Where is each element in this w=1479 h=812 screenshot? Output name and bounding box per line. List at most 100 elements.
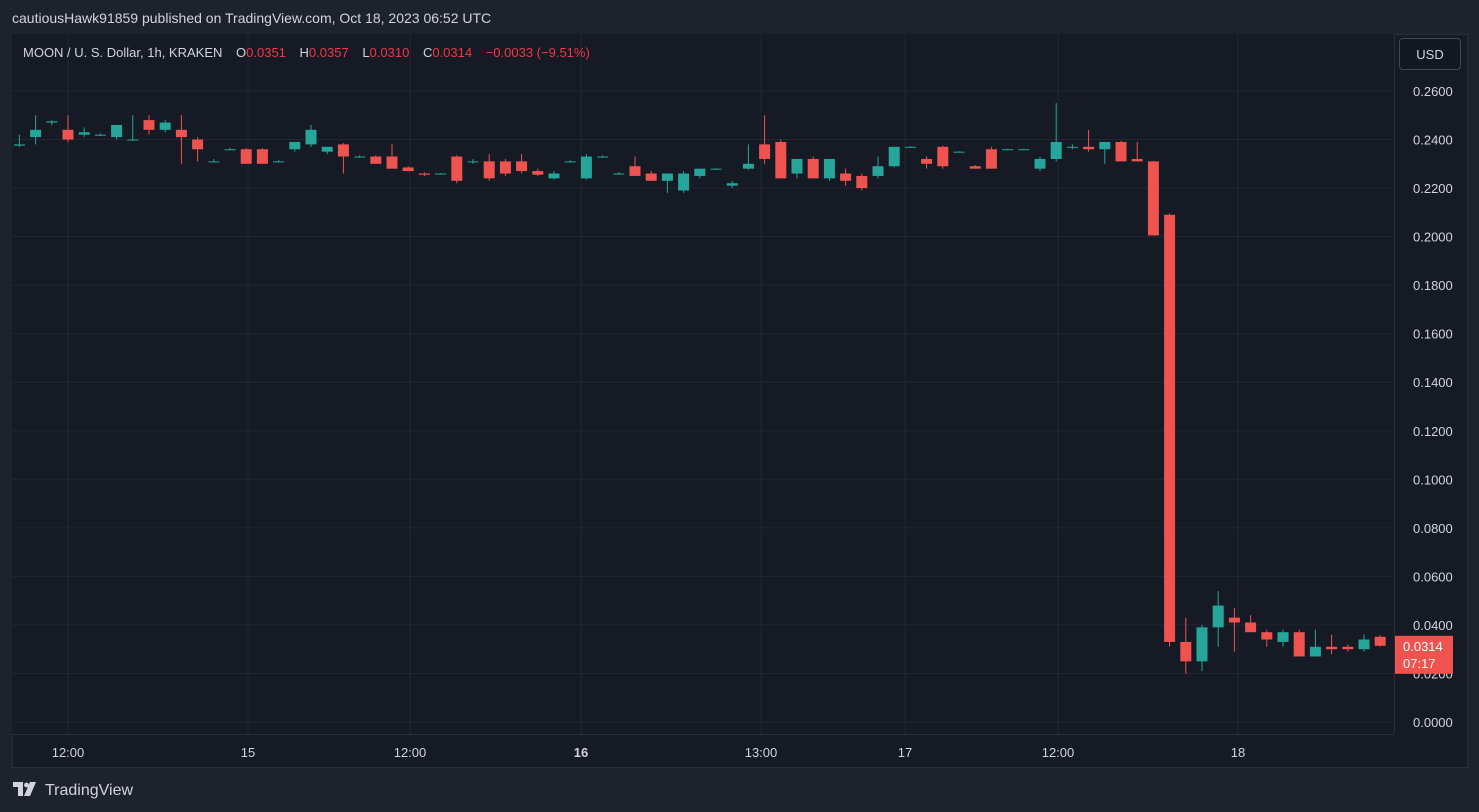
candle-down xyxy=(418,172,430,176)
price-tick-label: 0.0800 xyxy=(1413,521,1453,536)
candle-up xyxy=(548,171,560,180)
candle-body xyxy=(532,171,544,175)
candle-body xyxy=(840,173,852,181)
candle-up xyxy=(580,154,592,180)
time-axis[interactable]: 12:00 15 12:00 16 13:00 17 12:00 18 xyxy=(12,734,1394,769)
candle-body xyxy=(1277,632,1289,642)
candle-down xyxy=(483,154,495,181)
footer-brand[interactable]: TradingView xyxy=(13,780,133,802)
candle-up xyxy=(904,146,916,148)
candle-body xyxy=(240,149,252,164)
candle-body xyxy=(613,173,625,175)
candle-down xyxy=(1374,635,1386,647)
candle-up xyxy=(1277,629,1289,647)
candle-body xyxy=(289,141,301,150)
candle-body xyxy=(694,168,706,176)
candle-body xyxy=(629,166,641,176)
low-value: 0.0310 xyxy=(369,45,410,60)
candle-down xyxy=(143,115,155,135)
candle-down xyxy=(921,156,933,169)
candle-up xyxy=(661,173,673,193)
candle-down xyxy=(775,139,787,179)
candle-body xyxy=(354,156,366,158)
candle-body xyxy=(1342,646,1354,650)
candle-body xyxy=(661,173,673,181)
chart-plot-area[interactable] xyxy=(12,34,1419,734)
time-tick-label: 12:00 xyxy=(1042,745,1075,760)
candle-body xyxy=(548,173,560,179)
currency-button[interactable]: USD xyxy=(1399,38,1461,70)
last-price-marker xyxy=(1395,635,1453,674)
candle-body xyxy=(710,168,722,170)
candle-down xyxy=(451,155,463,184)
candle-body xyxy=(321,146,333,152)
price-axis[interactable]: 0.0000 0.0200 0.0400 0.0600 0.0800 0.1000 0.12… xyxy=(1394,34,1469,734)
candle-body xyxy=(1358,639,1370,650)
candle-down xyxy=(1326,634,1338,655)
change-value: −0.0033 (−9.51%) xyxy=(485,45,590,60)
time-axis-labels: 12:00 15 12:00 16 13:00 17 12:00 18 xyxy=(52,745,1246,760)
candle-body xyxy=(1050,141,1062,159)
candle-down xyxy=(985,146,997,169)
candle-body xyxy=(516,161,528,172)
candle-body xyxy=(192,139,204,150)
candle-up xyxy=(321,146,333,155)
candle-body xyxy=(953,151,965,153)
candle-body xyxy=(1245,622,1257,633)
publish-info: cautiousHawk91859 published on TradingVi… xyxy=(12,10,492,26)
candle-body xyxy=(921,158,933,164)
candle-up xyxy=(13,134,25,147)
candle-body xyxy=(143,120,155,130)
price-tick-label: 0.0400 xyxy=(1413,618,1453,633)
candle-body xyxy=(775,141,787,179)
candle-body xyxy=(888,146,900,167)
time-tick-label: 15 xyxy=(241,745,255,760)
candle-down xyxy=(807,156,819,179)
candle-body xyxy=(1034,158,1046,169)
price-axis-labels: 0.00000.02000.04000.06000.08000.10000.12… xyxy=(1395,84,1453,730)
time-tick-label: 16 xyxy=(574,745,588,760)
candlestick-chart[interactable] xyxy=(12,34,1419,734)
candle-up xyxy=(1066,144,1078,150)
candle-body xyxy=(1261,632,1273,640)
candle-body xyxy=(742,163,754,169)
candle-down xyxy=(1342,644,1354,652)
candle-body xyxy=(94,134,106,136)
candle-down xyxy=(516,154,528,174)
time-tick-label: 17 xyxy=(898,745,912,760)
candle-body xyxy=(483,161,495,179)
candle-down xyxy=(240,148,252,164)
candle-body xyxy=(807,158,819,179)
candle-down xyxy=(1083,129,1095,152)
candle-body xyxy=(597,156,609,158)
candle-body xyxy=(1293,632,1305,657)
candle-up xyxy=(159,120,171,133)
candle-body xyxy=(1180,641,1192,662)
candle-up xyxy=(127,115,139,141)
candle-body xyxy=(175,129,187,138)
candle-body xyxy=(1228,617,1240,623)
candle-down xyxy=(1147,160,1159,236)
price-tick-label: 0.0600 xyxy=(1413,569,1453,584)
candle-down xyxy=(1115,140,1127,162)
candle-up xyxy=(678,171,690,193)
open-value: 0.0351 xyxy=(246,45,286,60)
candle-up xyxy=(1034,156,1046,172)
candle-body xyxy=(678,173,690,191)
candle-body xyxy=(726,183,738,186)
price-tick-label: 0.2400 xyxy=(1413,133,1453,148)
price-tick-label: 0.1400 xyxy=(1413,375,1453,390)
candle-body xyxy=(435,173,447,175)
candle-body xyxy=(872,166,884,176)
price-tick-label: 0.1000 xyxy=(1413,472,1453,487)
candle-down xyxy=(645,171,657,181)
candle-up xyxy=(305,124,317,147)
candle-down xyxy=(856,173,868,191)
candle-body xyxy=(305,129,317,145)
candle-up xyxy=(694,168,706,179)
candle-down xyxy=(840,168,852,186)
candle-body xyxy=(62,129,74,140)
candle-body xyxy=(1018,149,1030,151)
candle-up xyxy=(710,168,722,170)
time-tick-label: 18 xyxy=(1231,745,1245,760)
